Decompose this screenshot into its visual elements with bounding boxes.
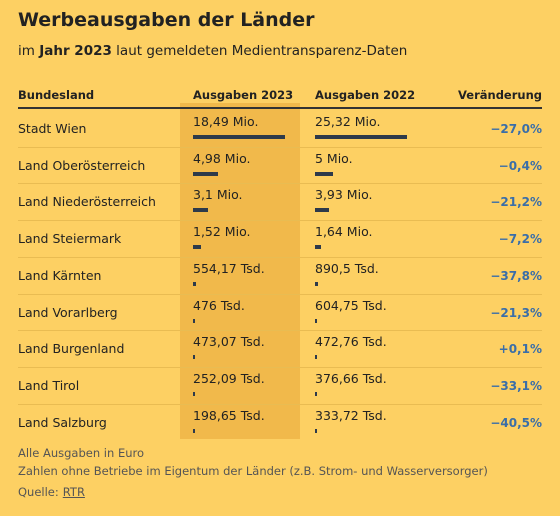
value-2022: 472,76 Tsd. [315,334,387,350]
change: −40,5% [490,415,542,430]
row-separator [18,366,542,368]
row-separator [18,146,542,148]
row-separator [18,403,542,405]
row-separator [18,220,542,222]
value-2023: 4,98 Mio. [193,150,251,166]
value-2022: 5 Mio. [315,150,353,166]
change: −21,3% [490,305,542,320]
column-header: Bundesland [18,88,95,102]
value-2023: 3,1 Mio. [193,187,243,203]
value-2023: 198,65 Tsd. [193,407,265,423]
row-separator [18,256,542,258]
title: Werbeausgaben der Länder [18,9,315,31]
state-name: Land Niederösterreich [18,194,156,210]
bar-2022 [315,391,317,396]
bar-2022 [315,135,407,139]
bar-2023 [193,428,195,433]
column-highlight [180,103,300,439]
note: Zahlen ohne Betriebe im Eigentum der Län… [18,464,488,478]
value-2023: 18,49 Mio. [193,114,259,129]
row-separator [18,330,542,332]
source-link[interactable]: RTR [62,485,85,499]
value-2023: 252,09 Tsd. [193,370,265,386]
bar-2023 [193,245,201,250]
change: −27,0% [490,122,542,136]
source-label: Quelle: [18,485,59,499]
change: −0,4% [498,158,542,173]
value-2023: 476 Tsd. [193,297,245,313]
column-header: Veränderung [458,88,542,102]
state-name: Land Vorarlberg [18,304,118,320]
subtitle-bold: Jahr 2023 [39,43,112,59]
bar-2023 [193,208,209,213]
value-2022: 376,66 Tsd. [315,370,387,386]
column-header: Ausgaben 2023 [193,88,294,102]
bar-2023 [193,355,196,360]
note: Alle Ausgaben in Euro [18,446,145,460]
state-name: Land Kärnten [18,267,102,283]
change: −33,1% [490,378,542,393]
value-2022: 3,93 Mio. [315,187,373,203]
subtitle-text: im [18,43,40,59]
value-2022: 1,64 Mio. [315,224,373,240]
value-2023: 554,17 Tsd. [193,260,265,276]
bar-2022 [315,355,317,360]
subtitle: im Jahr 2023 laut gemeldeten Medientrans… [18,43,407,59]
value-2022: 890,5 Tsd. [315,260,379,276]
bar-2022 [315,245,321,250]
bar-2023 [193,318,196,323]
bar-2022 [315,208,330,213]
state-name: Land Tirol [18,377,80,393]
state-name: Land Steiermark [18,231,122,247]
change: −7,2% [498,232,542,247]
subtitle-text: laut gemeldeten Medientransparenz-Daten [111,43,408,59]
row-separator [18,293,542,295]
bar-2023 [193,281,196,286]
bar-2023 [193,391,195,396]
bar-2022 [315,281,319,286]
change: −21,2% [490,195,542,210]
state-name: Land Oberösterreich [18,157,146,173]
bar-2022 [315,318,318,323]
state-name: Land Salzburg [18,414,107,430]
bar-2022 [315,428,317,433]
change: −37,8% [490,268,542,283]
header-rule [18,107,542,109]
bar-2023 [193,135,285,139]
bar-2023 [193,171,218,176]
value-2023: 473,07 Tsd. [193,334,265,350]
bar-2022 [315,171,334,176]
source: Quelle: RTR [18,485,85,499]
state-name: Stadt Wien [18,121,87,136]
value-2022: 604,75 Tsd. [315,297,387,313]
value-2022: 333,72 Tsd. [315,407,387,423]
change: +0,1% [498,342,542,357]
value-2023: 1,52 Mio. [193,224,251,240]
state-name: Land Burgenland [18,341,125,357]
value-2022: 25,32 Mio. [315,114,381,129]
column-header: Ausgaben 2022 [315,88,416,102]
row-separator [18,183,542,185]
